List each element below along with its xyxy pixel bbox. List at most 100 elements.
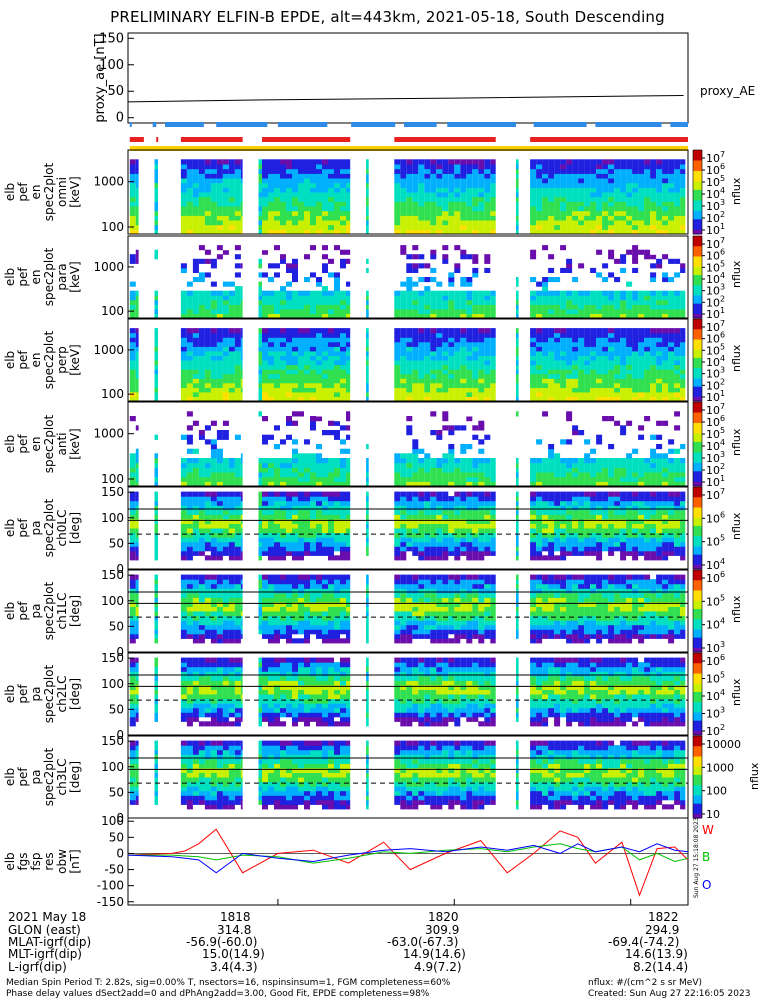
spectrogram-pixel — [192, 215, 199, 221]
spectrogram-pixel — [614, 346, 621, 352]
spectrogram-pixel — [680, 299, 686, 305]
spectrogram-pixel — [430, 369, 437, 375]
spectrogram-pixel — [204, 500, 211, 506]
spectrogram-pixel — [268, 434, 274, 440]
spectrogram-pixel — [210, 444, 217, 450]
spectrogram-pixel — [638, 467, 645, 473]
spectrogram-pixel — [668, 396, 675, 402]
spectrogram-pixel — [292, 467, 298, 473]
spectrogram-pixel — [572, 496, 579, 502]
spectrogram-pixel — [650, 254, 657, 260]
spectrogram-pixel — [472, 328, 479, 334]
colorbar-segment — [693, 287, 702, 290]
spectrogram-pixel — [454, 313, 461, 319]
spectrogram-pixel — [484, 299, 491, 305]
spectrogram-pixel — [298, 491, 304, 497]
spectrogram-pixel — [478, 290, 485, 296]
spectrogram-pixel — [668, 178, 675, 184]
spectrogram-pixel — [430, 332, 437, 338]
spectrogram-pixel — [516, 360, 519, 366]
spectrogram-pixel — [240, 337, 243, 343]
spectrogram-pixel — [234, 532, 241, 538]
spectrogram-pixel — [516, 550, 519, 556]
spectrogram-pixel — [280, 373, 286, 379]
spectrogram-pixel — [186, 201, 193, 207]
spectrogram-pixel — [578, 369, 585, 375]
spectrogram-pixel — [460, 448, 467, 454]
spectrogram-pixel — [632, 245, 639, 251]
spectrogram-pixel — [328, 258, 334, 264]
spectrogram-pixel — [662, 229, 669, 235]
spectrogram-pixel — [298, 178, 304, 184]
spectrogram-pixel — [542, 215, 549, 221]
spectrogram-pixel — [472, 434, 479, 440]
spectrogram-pixel — [638, 215, 645, 221]
spectrogram-pixel — [286, 173, 292, 179]
spectrogram-pixel — [186, 182, 193, 188]
spectrogram-pixel — [234, 164, 241, 170]
spectrogram-pixel — [608, 505, 615, 511]
spectrogram-pixel — [578, 396, 585, 402]
spectrogram-pixel — [424, 532, 431, 538]
spectrogram-pixel — [328, 178, 334, 184]
spectrogram-pixel — [632, 369, 639, 375]
spectrogram-pixel — [322, 514, 328, 520]
spectrogram-pixel — [322, 332, 328, 338]
spectrogram-pixel — [516, 509, 519, 515]
spectrogram-pixel — [186, 196, 193, 202]
spectrogram-pixel — [334, 481, 340, 487]
spectrogram-pixel — [234, 434, 241, 440]
spectrogram-pixel — [310, 332, 316, 338]
spectrogram-pixel — [638, 518, 645, 524]
spectrogram-pixel — [298, 196, 304, 202]
spectrogram-pixel — [662, 396, 669, 402]
spectrogram-pixel — [240, 496, 243, 502]
spectrogram-pixel — [180, 500, 187, 506]
spectrogram-pixel — [590, 328, 597, 334]
spectrogram-pixel — [204, 299, 211, 305]
spectrogram-pixel — [460, 518, 467, 524]
spectrogram-pixel — [430, 173, 437, 179]
spectrogram-pixel — [180, 514, 187, 520]
spectrogram-pixel — [154, 472, 158, 478]
spectrogram-pixel — [346, 514, 351, 520]
spectrogram-pixel — [274, 481, 280, 487]
spectrogram-pixel — [472, 360, 479, 366]
spectrogram-pixel — [662, 290, 669, 296]
colorbar-segment — [693, 355, 702, 359]
spectrogram-pixel — [454, 467, 461, 473]
spectrogram-pixel — [258, 313, 262, 319]
spectrogram-pixel — [478, 350, 485, 356]
spectrogram-pixel — [460, 346, 467, 352]
spectrogram-pixel — [554, 245, 561, 251]
spectrogram-pixel — [448, 224, 455, 230]
spectrogram-pixel — [680, 263, 686, 269]
spectrogram-pixel — [346, 448, 351, 454]
spectrogram-pixel — [656, 295, 663, 301]
spectrogram-pixel — [135, 290, 139, 296]
spectrogram-pixel — [304, 192, 310, 198]
spectrogram-pixel — [490, 481, 496, 487]
spectrogram-pixel — [548, 224, 555, 230]
spectrogram-pixel — [412, 210, 419, 216]
spectrogram-pixel — [560, 267, 567, 273]
spectrogram-pixel — [234, 201, 241, 207]
spectrogram-pixel — [596, 476, 603, 482]
spectrogram-pixel — [400, 313, 407, 319]
spectrogram-pixel — [334, 332, 340, 338]
spectrogram-pixel — [222, 360, 229, 366]
colorbar-tick-label: 105 — [706, 342, 725, 357]
spectrogram-pixel — [430, 496, 437, 502]
spectrogram-pixel — [442, 168, 449, 174]
spectrogram-pixel — [442, 425, 449, 431]
spectrogram-pixel — [638, 304, 645, 310]
spectrogram-pixel — [192, 462, 199, 468]
spectrogram-pixel — [662, 341, 669, 347]
spectrogram-pixel — [400, 229, 407, 235]
spectrogram-pixel — [620, 341, 627, 347]
spectrogram-pixel — [180, 541, 187, 547]
spectrogram-pixel — [430, 476, 437, 482]
spectrogram-pixel — [442, 491, 449, 497]
spectrogram-pixel — [620, 518, 627, 524]
spectrogram-pixel — [454, 500, 461, 506]
